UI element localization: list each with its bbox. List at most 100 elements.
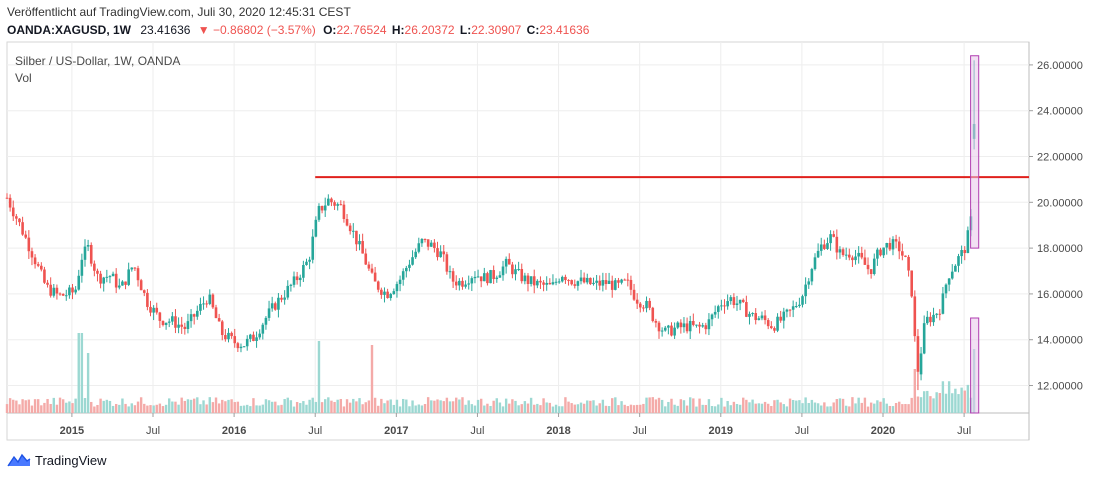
volume-bar [258, 405, 261, 413]
candle-body [261, 324, 265, 334]
volume-bar [657, 397, 661, 413]
volume-bar [966, 384, 970, 413]
time-tick-label: Jul [795, 425, 809, 437]
candle-body [86, 244, 90, 247]
candle-body [950, 271, 954, 279]
volume-bar [545, 402, 548, 413]
candle-body [286, 285, 290, 298]
volume-legend[interactable]: Vol [15, 71, 32, 85]
candle-body [220, 321, 224, 336]
symbol-label[interactable]: OANDA:XAGUSD, 1W [7, 23, 132, 37]
volume-highlight-box[interactable] [970, 317, 980, 414]
candle-body [136, 268, 140, 281]
volume-bar [336, 399, 339, 413]
candle-body [745, 302, 748, 317]
price-tick-label: 12.00000 [1037, 381, 1083, 393]
chart-legend-title[interactable]: Silber / US-Dollar, 1W, OANDA [15, 54, 181, 68]
candle-body [551, 282, 555, 285]
volume-bar [617, 405, 620, 413]
volume-bar [804, 397, 807, 413]
candle-body [49, 284, 52, 296]
volume-bar [689, 397, 692, 413]
candle-body [330, 198, 333, 203]
volume-bar [564, 397, 567, 413]
change-value: −0.86802 (−3.57%) [213, 23, 316, 37]
candle-body [794, 306, 798, 308]
volume-bar [130, 403, 133, 413]
volume-bar [820, 405, 823, 413]
volume-bar [701, 404, 704, 413]
candle-body [68, 287, 71, 296]
volume-bar [183, 400, 187, 413]
candle-body [542, 282, 545, 285]
candle-body [21, 222, 24, 235]
candle-body [854, 256, 857, 261]
volume-bar [745, 399, 748, 413]
time-tick-label: Jul [308, 425, 322, 437]
candle-body [907, 256, 910, 271]
candle-body [564, 276, 567, 281]
candle-body [454, 281, 458, 286]
volume-bar [782, 404, 785, 413]
candle-body [941, 293, 945, 314]
candle-body [227, 332, 230, 340]
candle-body [164, 322, 168, 325]
candle-body [105, 276, 109, 278]
volume-bar [763, 401, 767, 413]
candle-body [782, 311, 786, 321]
volume-bar [192, 398, 196, 413]
volume-bar [280, 404, 283, 413]
volume-bar [492, 400, 495, 413]
candle-body [663, 327, 667, 331]
volume-bar [851, 397, 854, 413]
volume-bar [224, 401, 227, 413]
candle-body [626, 279, 630, 281]
candle-body [729, 297, 733, 302]
volume-bar [423, 404, 427, 413]
volume-bar [760, 403, 764, 413]
volume-bar [495, 398, 498, 413]
candle-body [785, 309, 789, 312]
candle-body [935, 313, 938, 315]
volume-bar [118, 404, 121, 413]
candle-body [554, 281, 558, 283]
candle-body [74, 289, 77, 293]
candle-body [807, 281, 811, 285]
volume-bar [511, 399, 514, 413]
candle-body [133, 267, 137, 269]
volume-bar [77, 333, 80, 413]
candle-body [277, 297, 280, 310]
candle-body [925, 316, 929, 324]
volume-bar [916, 396, 920, 413]
volume-bar [557, 406, 561, 413]
volume-bar [642, 403, 645, 413]
volume-bar [21, 399, 24, 413]
volume-bar [158, 403, 162, 413]
time-tick-label: 2016 [222, 425, 246, 437]
candle-body [788, 309, 792, 311]
volume-bar [230, 399, 233, 413]
candle-body [838, 249, 842, 253]
candle-body [355, 230, 358, 245]
volume-bar [467, 400, 470, 413]
volume-bar [479, 398, 483, 413]
volume-bar [161, 406, 165, 413]
candle-body [791, 306, 795, 310]
candle-body [161, 320, 165, 325]
candle-body [433, 242, 436, 249]
candle-body [617, 280, 620, 283]
volume-bar [289, 400, 293, 413]
candle-body [835, 236, 839, 253]
volume-bar [932, 398, 935, 413]
volume-bar [860, 402, 863, 413]
candle-body [966, 230, 970, 254]
volume-bar [433, 400, 436, 413]
candle-body [239, 346, 243, 349]
plot-frame [6, 41, 1030, 441]
tradingview-brand[interactable]: TradingView [7, 452, 107, 468]
drawing-overlays [315, 55, 1029, 414]
volume-bar [339, 398, 343, 413]
price-highlight-box[interactable] [970, 55, 980, 249]
volume-bar [660, 399, 664, 413]
